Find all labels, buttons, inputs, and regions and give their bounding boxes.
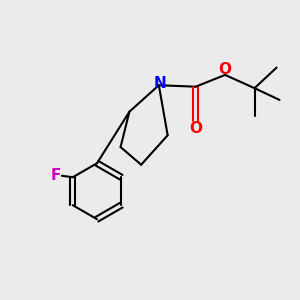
Text: O: O [219, 61, 232, 76]
Text: F: F [51, 168, 61, 183]
Text: N: N [154, 76, 167, 91]
Text: O: O [189, 121, 202, 136]
